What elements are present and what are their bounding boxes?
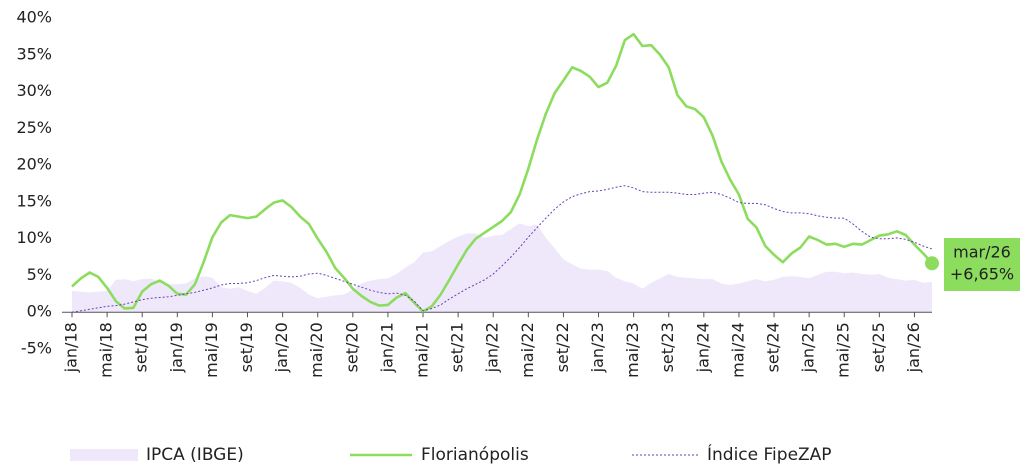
y-tick-label: 25% xyxy=(16,118,52,137)
x-tick-label: jan/22 xyxy=(483,322,502,373)
x-tick-label: set/19 xyxy=(237,322,256,372)
area xyxy=(72,223,932,313)
x-tick-label: set/25 xyxy=(869,322,888,372)
end-point xyxy=(925,256,939,271)
annotation-category: mar/26 xyxy=(953,243,1011,262)
x-tick-label: set/22 xyxy=(553,322,572,372)
x-tick-label: jan/19 xyxy=(167,322,186,373)
x-tick-label: set/20 xyxy=(342,322,361,372)
y-tick-label: 35% xyxy=(16,44,52,63)
x-tick-label: set/18 xyxy=(132,322,151,372)
legend-swatch xyxy=(70,449,138,461)
y-tick-label: -5% xyxy=(21,339,52,358)
x-tick-label: jan/18 xyxy=(62,322,81,373)
y-tick-label: 40% xyxy=(16,8,52,27)
x-tick-label: mai/18 xyxy=(97,322,116,378)
x-tick-label: set/23 xyxy=(658,322,677,372)
x-tick-label: mai/20 xyxy=(307,322,326,378)
x-tick-label: jan/20 xyxy=(272,322,291,373)
y-tick-label: 5% xyxy=(27,265,52,284)
legend-label: Florianópolis xyxy=(421,445,529,464)
x-tick-label: mai/23 xyxy=(623,322,642,378)
x-tick-label: mai/25 xyxy=(834,322,853,378)
x-tick-label: jan/23 xyxy=(588,322,607,373)
y-tick-label: 30% xyxy=(16,81,52,100)
legend-label: IPCA (IBGE) xyxy=(146,445,244,464)
annotation-value: +6,65% xyxy=(950,265,1014,284)
x-tick-label: jan/25 xyxy=(799,322,818,373)
x-tick-label: mai/19 xyxy=(202,322,221,378)
y-tick-label: 20% xyxy=(16,155,52,174)
line xyxy=(71,185,933,313)
y-tick-label: 0% xyxy=(27,302,52,321)
x-tick-label: set/21 xyxy=(448,322,467,372)
x-tick-label: jan/24 xyxy=(693,322,712,373)
x-tick-label: mai/22 xyxy=(518,322,537,378)
y-tick-label: 15% xyxy=(16,191,52,210)
annotation-box xyxy=(944,238,1020,291)
x-tick-label: jan/21 xyxy=(377,322,396,373)
x-tick-label: mai/24 xyxy=(728,322,747,378)
y-tick-label: 10% xyxy=(16,228,52,247)
x-tick-label: set/24 xyxy=(764,322,783,372)
line xyxy=(71,32,933,313)
x-tick-label: jan/26 xyxy=(904,322,923,373)
legend-label: Índice FipeZAP xyxy=(707,443,832,464)
x-tick-label: mai/21 xyxy=(413,322,432,378)
